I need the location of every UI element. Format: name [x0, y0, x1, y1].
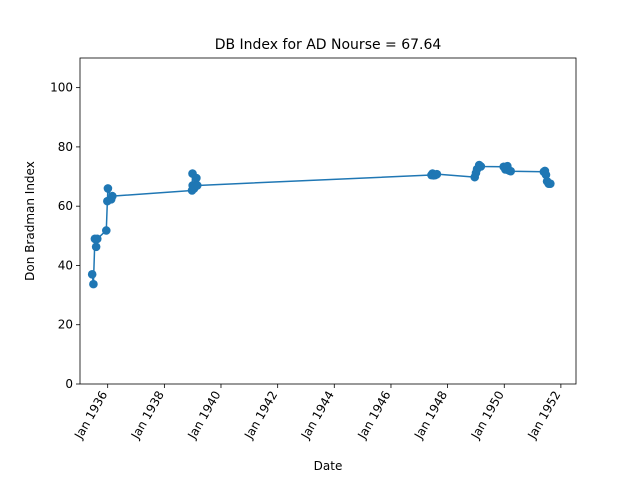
data-point: [192, 181, 202, 190]
data-point: [108, 191, 117, 201]
y-tick-label: 100: [50, 81, 73, 95]
data-point: [541, 170, 551, 180]
data-point: [91, 242, 101, 252]
plot-frame: [79, 57, 577, 385]
data-point: [101, 226, 111, 235]
data-point: [89, 279, 98, 289]
x-axis-label: Date: [314, 459, 343, 473]
data-point: [192, 173, 201, 183]
y-axis: 0 20 40 60 80 100: [50, 81, 80, 391]
y-tick-label: 60: [58, 199, 73, 213]
data-point: [432, 169, 442, 179]
series-layer: [87, 160, 555, 289]
data-point: [87, 270, 97, 279]
data-point: [92, 234, 102, 244]
data-point: [506, 166, 515, 176]
y-tick-label: 20: [58, 318, 73, 332]
chart-title: DB Index for AD Nourse = 67.64: [215, 37, 442, 53]
y-tick-label: 0: [65, 377, 73, 391]
y-tick-label: 80: [58, 140, 73, 154]
data-point: [546, 179, 555, 188]
data-point: [476, 162, 486, 171]
y-tick-label: 40: [58, 258, 73, 272]
y-axis-label: Don Bradman Index: [23, 161, 37, 281]
data-point: [103, 184, 113, 193]
